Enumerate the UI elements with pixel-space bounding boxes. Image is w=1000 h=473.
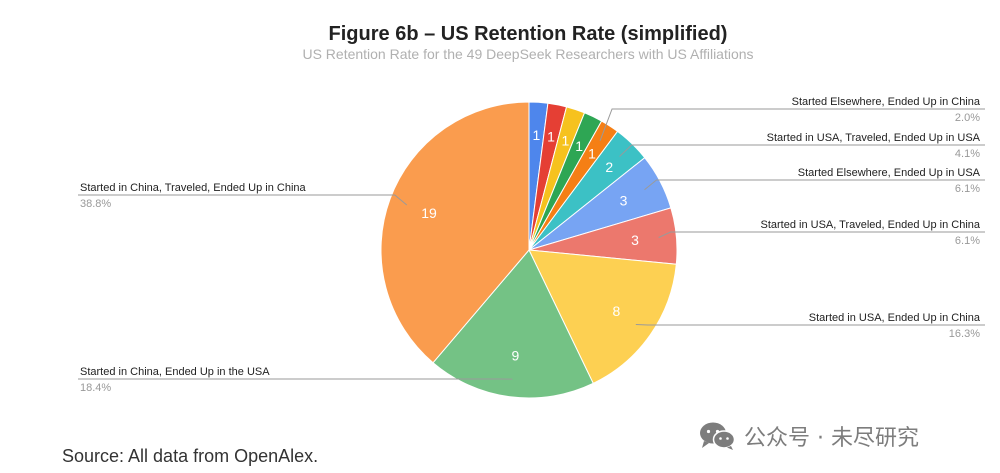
watermark-text: 公众号 · 未尽研究 bbox=[744, 426, 919, 451]
callout-category-label: Started in USA, Ended Up in China bbox=[809, 312, 981, 324]
callout-category-label: Started Elsewhere, Ended Up in China bbox=[792, 96, 981, 108]
pie-slice bbox=[528, 249, 677, 385]
callout-percent-label: 4.1% bbox=[955, 148, 980, 160]
slice-value-label: 19 bbox=[421, 205, 437, 221]
callout-percent-label: 16.3% bbox=[949, 328, 980, 340]
callout-category-label: Started in China, Ended Up in the USA bbox=[80, 366, 270, 378]
callout-leader-line bbox=[599, 108, 985, 142]
callout-leader-line bbox=[644, 179, 985, 191]
callout-percent-label: 6.1% bbox=[955, 183, 980, 195]
callout-leader-line bbox=[619, 144, 985, 157]
callout-leader-line bbox=[78, 194, 408, 206]
callout-category-label: Started in USA, Traveled, Ended Up in Ch… bbox=[760, 219, 980, 231]
slice-callouts: Started Elsewhere, Ended Up in China 2.0%… bbox=[78, 96, 985, 394]
chart-title: Figure 6b – US Retention Rate (simplifie… bbox=[329, 23, 728, 45]
wechat-icon bbox=[700, 422, 736, 450]
pie-slices bbox=[380, 101, 678, 399]
pie-slice bbox=[380, 101, 530, 364]
slice-value-label: 3 bbox=[620, 193, 628, 209]
callout-percent-label: 38.8% bbox=[80, 198, 111, 210]
callout-percent-label: 6.1% bbox=[955, 235, 980, 247]
callout-percent-label: 2.0% bbox=[955, 112, 980, 124]
slice-value-label: 2 bbox=[605, 159, 613, 175]
slice-value-label: 1 bbox=[575, 138, 583, 154]
source-note: Source: All data from OpenAlex. bbox=[62, 446, 319, 466]
pie-slice bbox=[432, 249, 594, 399]
slice-value-label: 1 bbox=[547, 129, 555, 145]
slice-value-label: 1 bbox=[588, 145, 596, 161]
slice-value-label: 8 bbox=[612, 303, 620, 319]
slice-value-label: 9 bbox=[511, 348, 519, 364]
chart-subtitle: US Retention Rate for the 49 DeepSeek Re… bbox=[302, 46, 753, 62]
watermark: 公众号 · 未尽研究 bbox=[698, 420, 919, 452]
slice-value-label: 1 bbox=[561, 132, 569, 148]
callout-category-label: Started in USA, Traveled, Ended Up in US… bbox=[767, 132, 981, 144]
callout-category-label: Started in China, Traveled, Ended Up in … bbox=[80, 182, 307, 194]
callout-percent-label: 18.4% bbox=[80, 382, 111, 394]
slice-value-label: 1 bbox=[532, 127, 540, 143]
callout-leader-line bbox=[658, 231, 985, 238]
callout-category-label: Started Elsewhere, Ended Up in USA bbox=[798, 167, 981, 179]
slice-value-label: 3 bbox=[631, 232, 639, 248]
